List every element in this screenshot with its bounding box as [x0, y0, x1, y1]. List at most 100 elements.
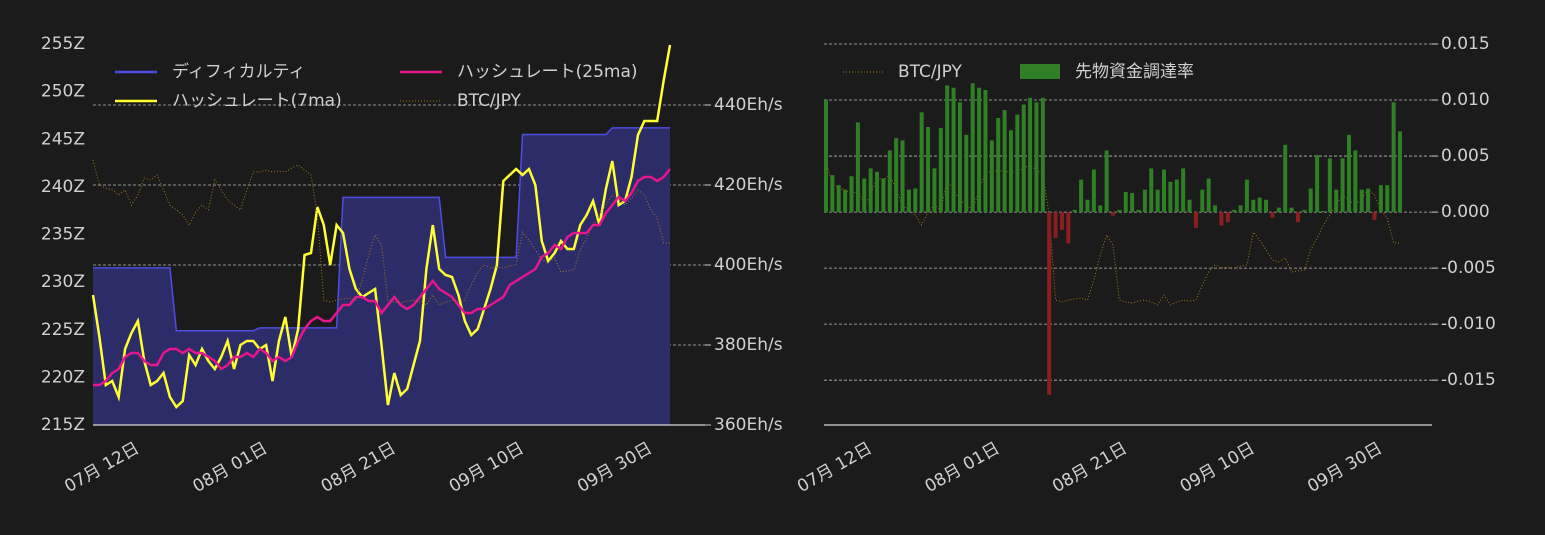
bar [1340, 158, 1345, 213]
legend-label: BTC/JPY [457, 91, 522, 111]
x-tick-label: 08月 21日 [318, 438, 400, 497]
bar [1238, 205, 1243, 213]
y-tick-label: 225Z [41, 320, 85, 340]
bar [1047, 212, 1052, 395]
bar [983, 89, 988, 213]
bar [887, 150, 892, 213]
bar [875, 171, 880, 213]
dotted-line [825, 159, 1400, 306]
bar [1366, 188, 1371, 213]
x-tick-label: 09月 10日 [446, 438, 528, 497]
bar [1098, 205, 1103, 213]
line [93, 168, 671, 387]
x-tick-label: 07月 12日 [794, 438, 876, 497]
bar [1232, 209, 1237, 213]
bar [1308, 188, 1313, 213]
bar [1315, 154, 1320, 213]
bar [1136, 209, 1141, 213]
bar [1040, 97, 1045, 213]
y-tick-label: -0.010 [1441, 314, 1496, 334]
bar [1359, 189, 1364, 213]
y-tick-label: 215Z [41, 415, 85, 435]
y-tick-label: -0.015 [1441, 370, 1496, 390]
line [91, 44, 672, 409]
y2-tick-label: 360Eh/s [714, 415, 783, 435]
bar [1053, 212, 1058, 238]
y-tick-label: 0.005 [1441, 146, 1490, 166]
bar [1085, 199, 1090, 213]
bar [1225, 212, 1230, 223]
x-tick-label: 08月 21日 [1049, 438, 1131, 497]
legend-label: ディフィカルティ [172, 61, 305, 82]
bar [1002, 110, 1007, 213]
bar [1302, 209, 1307, 213]
bar [938, 128, 943, 213]
bar [1372, 212, 1377, 220]
bar [926, 126, 931, 213]
bar [951, 87, 956, 213]
bar [1276, 207, 1281, 213]
bar [1162, 169, 1167, 213]
bar [1385, 185, 1390, 213]
bar [1200, 189, 1205, 213]
y-tick-label: 220Z [41, 367, 85, 387]
y-tick-label: 0.000 [1441, 202, 1490, 222]
bar [1391, 102, 1396, 213]
bar [932, 168, 937, 213]
bar [1283, 144, 1288, 213]
y-tick-label: 245Z [41, 129, 85, 149]
bar [957, 102, 962, 213]
bar [913, 188, 918, 213]
bar [1187, 199, 1192, 213]
bar [1174, 179, 1179, 213]
y-tick-label: -0.005 [1441, 258, 1496, 278]
bar [1066, 212, 1071, 244]
y-tick-label: 0.015 [1441, 34, 1490, 54]
legend-label: 先物資金調達率 [1075, 62, 1194, 82]
bar [1327, 158, 1332, 213]
area-line [93, 127, 670, 332]
bar [1244, 179, 1249, 213]
bar [1021, 104, 1026, 213]
bar [919, 112, 924, 213]
y-tick-label: 250Z [41, 82, 85, 102]
bar [1353, 150, 1358, 213]
bar [1206, 178, 1211, 213]
bar [1264, 199, 1269, 213]
bar [1149, 168, 1154, 213]
bar [1091, 169, 1096, 213]
bar [1111, 212, 1115, 216]
bar [1034, 102, 1039, 213]
bar [1346, 134, 1351, 213]
bar [862, 178, 867, 213]
bar [1219, 212, 1224, 226]
x-tick-label: 09月 30日 [574, 438, 656, 497]
bar [1015, 114, 1020, 213]
x-tick-label: 09月 30日 [1304, 438, 1386, 497]
y2-tick-label: 420Eh/s [714, 175, 783, 195]
legend-swatch [1020, 64, 1060, 79]
bar [1028, 97, 1033, 213]
bar [1289, 207, 1294, 213]
y2-tick-label: 400Eh/s [714, 255, 783, 275]
bar [1142, 189, 1147, 213]
bar [894, 138, 899, 213]
bar [1270, 212, 1275, 218]
bar [1378, 185, 1383, 213]
bar [1059, 212, 1064, 231]
bar [1213, 205, 1218, 213]
legend-label: ハッシュレート(7ma) [172, 91, 342, 111]
bar [945, 85, 950, 213]
bar [900, 140, 905, 213]
bar [1398, 131, 1402, 213]
y-tick-label: 240Z [41, 177, 85, 197]
bar [849, 176, 854, 213]
legend-label: BTC/JPY [898, 62, 963, 82]
y-tick-label: 235Z [41, 225, 85, 245]
bar [836, 185, 841, 213]
bar [906, 189, 911, 213]
x-tick-label: 09月 10日 [1177, 438, 1259, 497]
bar [1295, 212, 1300, 223]
